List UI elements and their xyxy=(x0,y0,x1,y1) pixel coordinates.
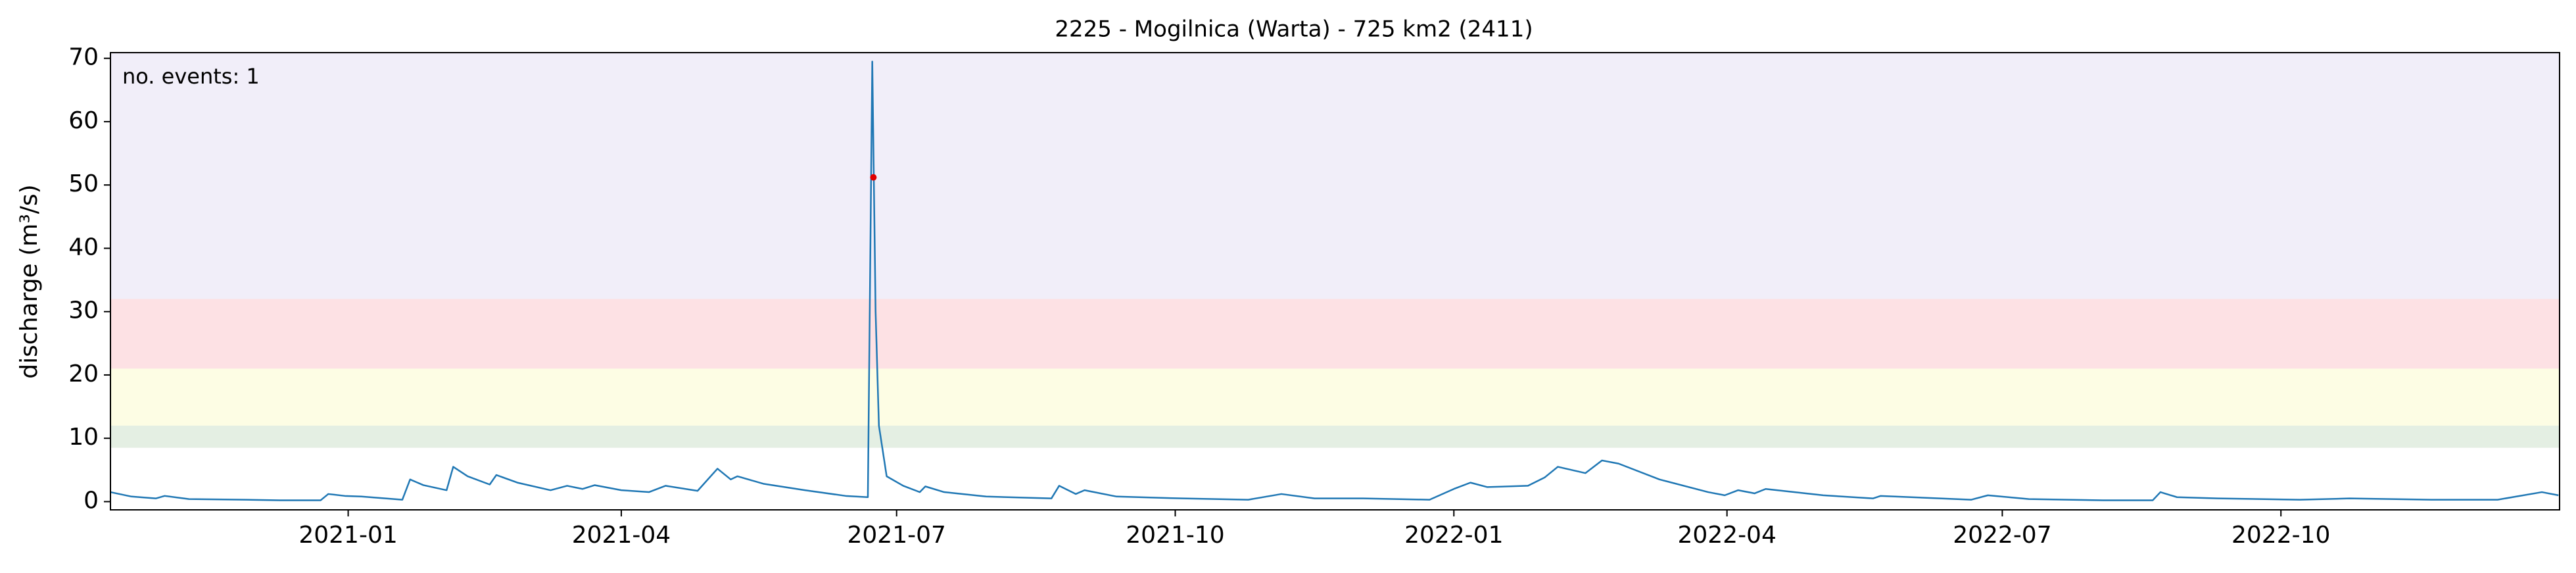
x-tick-label: 2021-10 xyxy=(1126,522,1224,549)
y-tick-label: 50 xyxy=(68,170,99,197)
x-tick-label: 2022-04 xyxy=(1677,522,1776,549)
plot-frame xyxy=(110,52,2560,511)
x-tick-label: 2022-10 xyxy=(2231,522,2330,549)
y-tick-label: 10 xyxy=(68,424,99,451)
event-marker xyxy=(870,174,877,181)
threshold-band xyxy=(110,299,2560,369)
y-tick-label: 60 xyxy=(68,107,99,134)
x-tick-label: 2021-07 xyxy=(847,522,945,549)
y-tick-label: 0 xyxy=(83,487,99,514)
y-axis-label: discharge (m³/s) xyxy=(16,184,43,378)
chart-title: 2225 - Mogilnica (Warta) - 725 km2 (2411… xyxy=(1055,16,1533,43)
x-tick-label: 2022-07 xyxy=(1953,522,2051,549)
threshold-band xyxy=(110,368,2560,426)
discharge-line xyxy=(110,61,2559,501)
y-tick-label: 30 xyxy=(68,297,99,324)
event-count: no. events: 1 xyxy=(122,64,260,89)
x-tick-label: 2022-01 xyxy=(1404,522,1503,549)
y-tick-label: 20 xyxy=(68,361,99,387)
x-tick-label: 2021-01 xyxy=(298,522,397,549)
threshold-band xyxy=(110,425,2560,448)
threshold-band xyxy=(110,53,2560,299)
y-tick-label: 40 xyxy=(68,234,99,261)
x-tick-label: 2021-04 xyxy=(572,522,671,549)
y-tick-label: 70 xyxy=(68,44,99,71)
